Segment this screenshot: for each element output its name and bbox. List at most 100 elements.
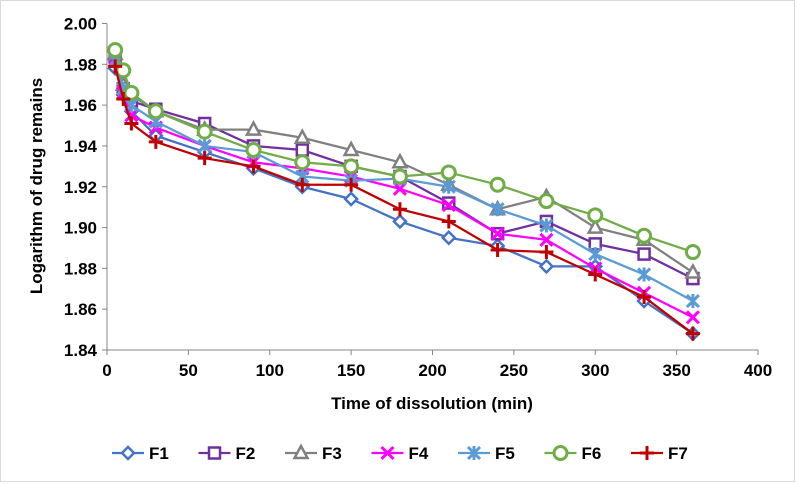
- y-tick-label: 1.90: [64, 219, 97, 238]
- x-tick-label: 300: [581, 361, 609, 380]
- x-tick-label: 50: [179, 361, 198, 380]
- y-tick-label: 1.92: [64, 178, 97, 197]
- data-point-f6: [123, 84, 140, 101]
- data-point-f4: [539, 232, 554, 247]
- legend-marker-asterisk: [466, 445, 482, 461]
- data-point-f6: [489, 176, 506, 193]
- legend-marker-circle: [552, 445, 569, 461]
- x-tick-label: 400: [744, 361, 772, 380]
- data-point-f4: [392, 181, 408, 196]
- x-tick-label: 100: [256, 361, 284, 380]
- legend-marker-x: [380, 445, 395, 461]
- series-line-f1: [114, 68, 694, 335]
- data-point-f1: [441, 229, 457, 246]
- data-point-f6: [440, 164, 457, 181]
- series-f7: [108, 59, 700, 341]
- data-point-f6: [636, 227, 653, 244]
- data-point-f5: [588, 247, 603, 262]
- legend-marker-plus: [640, 446, 654, 460]
- data-point-f7: [490, 243, 505, 258]
- x-tick-label: 150: [337, 361, 365, 380]
- legend-label: F7: [668, 444, 688, 463]
- data-point-f3: [342, 140, 360, 157]
- data-point-f7: [148, 134, 163, 149]
- data-point-f6: [343, 158, 360, 175]
- y-tick-label: 2.00: [64, 15, 97, 34]
- data-point-f5: [539, 218, 554, 233]
- x-tick-label: 0: [102, 361, 111, 380]
- y-tick-label: 1.86: [64, 300, 97, 319]
- data-point-f1: [538, 258, 555, 275]
- legend-item-f4: F4: [371, 444, 429, 463]
- legend-item-f2: F2: [198, 444, 256, 463]
- data-point-f7: [246, 159, 261, 174]
- legend-item-f1: F1: [112, 444, 169, 463]
- data-point-f7: [392, 202, 407, 217]
- legend-item-f6: F6: [544, 444, 602, 463]
- data-point-f6: [245, 142, 262, 159]
- y-tick-label: 1.84: [64, 341, 98, 360]
- series-line-f7: [114, 66, 694, 335]
- data-point-f6: [107, 42, 124, 59]
- legend-label: F2: [236, 444, 256, 463]
- data-point-f4: [441, 198, 456, 213]
- data-point-f1: [392, 213, 408, 230]
- data-point-f5: [490, 202, 505, 217]
- data-point-f6: [391, 168, 408, 185]
- data-point-f7: [539, 245, 554, 260]
- series-f6: [107, 42, 701, 261]
- y-axis-title: Logarithm of drug remains: [27, 78, 46, 294]
- x-axis-title: Time of dissolution (min): [331, 394, 533, 413]
- data-point-f7: [295, 177, 310, 192]
- data-point-f3: [244, 119, 263, 136]
- legend-item-f7: F7: [631, 444, 688, 463]
- data-point-f3: [586, 217, 604, 234]
- data-point-f5: [637, 267, 652, 282]
- data-point-f2: [295, 143, 310, 157]
- legend-label: F6: [582, 444, 602, 463]
- data-point-f7: [124, 116, 139, 131]
- legend-item-f3: F3: [285, 443, 342, 463]
- data-point-f7: [685, 326, 700, 341]
- legend-label: F4: [409, 444, 429, 463]
- legend-label: F3: [322, 444, 342, 463]
- data-point-f7: [441, 214, 456, 229]
- data-point-f5: [197, 138, 212, 153]
- data-point-f7: [588, 267, 603, 282]
- data-point-f7: [197, 151, 212, 166]
- legend: F1 F2 F3 F4 F5 F6 F7: [112, 443, 688, 463]
- data-point-f6: [538, 193, 555, 210]
- data-point-f6: [684, 244, 701, 261]
- series-f3: [106, 44, 702, 279]
- legend-label: F5: [495, 444, 515, 463]
- data-point-f4: [490, 226, 505, 241]
- data-point-f5: [685, 293, 700, 309]
- y-tick-label: 1.88: [64, 259, 97, 278]
- x-ticks: 0 50 100 150 200 250 300 350 400: [102, 350, 772, 380]
- x-tick-label: 250: [500, 361, 528, 380]
- data-point-f6: [147, 103, 164, 120]
- data-point-f2: [637, 247, 651, 261]
- data-point-f6: [294, 154, 311, 171]
- data-point-f6: [587, 207, 604, 224]
- data-point-f3: [684, 262, 702, 279]
- data-point-f4: [685, 310, 700, 325]
- series-group: [106, 42, 702, 342]
- series-f1: [107, 60, 701, 342]
- data-point-f1: [343, 191, 359, 207]
- legend-label: F1: [149, 444, 169, 463]
- data-point-f3: [391, 152, 409, 169]
- x-tick-label: 200: [418, 361, 446, 380]
- legend-marker-diamond: [120, 445, 136, 461]
- data-point-f7: [344, 177, 359, 192]
- data-point-f6: [196, 123, 213, 140]
- data-point-f7: [116, 92, 131, 107]
- y-tick-label: 1.98: [64, 55, 97, 74]
- y-tick-label: 1.94: [64, 137, 98, 156]
- data-point-f5: [441, 179, 456, 194]
- data-point-f3: [293, 128, 311, 145]
- y-tick-label: 1.96: [64, 96, 97, 115]
- data-point-f7: [108, 59, 123, 74]
